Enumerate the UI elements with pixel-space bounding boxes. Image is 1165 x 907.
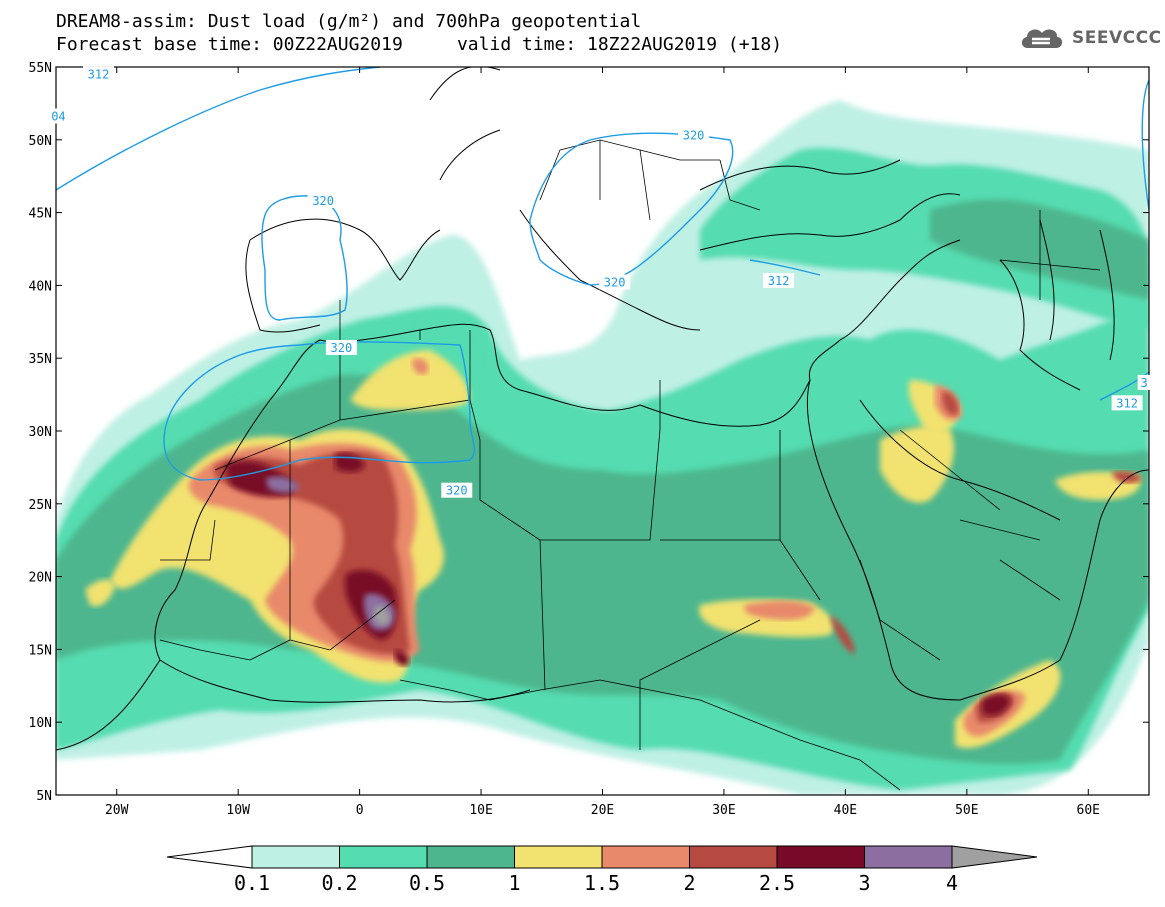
colorbar-label: 4 (946, 871, 958, 895)
contour-label-bg (325, 340, 357, 356)
colorbar-segment (514, 845, 603, 869)
lon-tick-label: 20E (591, 803, 614, 818)
lat-tick-label: 25N (29, 498, 52, 513)
dust-level-1-small (85, 579, 115, 607)
colorbar-label: 3 (858, 871, 870, 895)
map-ticks: 20W 10W 0 10E 20E 30E 40E 50E 60E55N50N45N40N35N… (29, 61, 1149, 818)
lat-tick-label: 10N (29, 716, 52, 731)
dust-level-4 (374, 605, 390, 626)
dust-level-0.2-northeast (700, 147, 1149, 330)
colorbar-segment (339, 845, 428, 869)
colorbar-segment (776, 845, 865, 869)
colorbar-upper-arrow (951, 845, 1038, 869)
contour-label-bg (599, 274, 631, 290)
lon-tick-label: 0 (356, 803, 364, 818)
contour-label: 312 (88, 67, 110, 81)
lat-tick-label: 20N (29, 571, 52, 586)
logo-text: SEEVCCC (1072, 28, 1162, 48)
dust-level-1.5-small (412, 358, 429, 375)
colorbar-label: 2 (683, 871, 695, 895)
colorbar-lower-arrow (166, 845, 253, 869)
colorbar-label: 0.5 (409, 871, 445, 895)
contour-label: 312 (1116, 396, 1138, 410)
dust-level-2-gulf (942, 391, 959, 416)
lat-tick-label: 35N (29, 352, 52, 367)
colorbar-label: 1 (508, 871, 520, 895)
seevccc-logo: SEEVCCC (1018, 24, 1162, 52)
contour-label: 320 (446, 484, 468, 498)
lon-tick-label: 50E (955, 803, 978, 818)
colorbar-segment (426, 845, 515, 869)
contour-label-bg (307, 192, 339, 208)
lon-tick-label: 30E (712, 803, 735, 818)
lon-tick-label: 60E (1077, 803, 1100, 818)
lon-tick-label: 10W (226, 803, 250, 818)
contour-label: 04 (51, 110, 65, 124)
dust-level-2.5-somalia (982, 694, 1010, 716)
map-title: DREAM8-assim: Dust load (g/m²) and 700hP… (56, 11, 642, 32)
dust-level-1-arabia (880, 425, 954, 503)
dust-level-2-redsea (830, 615, 855, 655)
colorbar-label: 0.1 (234, 871, 270, 895)
contour-label-bg (678, 127, 710, 143)
colorbar: 0.1 0.2 0.5 1 1.5 2 2.5 3 4 (166, 845, 1038, 895)
dust-level-0.5-northeast (930, 199, 1149, 300)
lat-tick-label: 55N (29, 61, 52, 76)
contour-label: 3 (1141, 376, 1148, 390)
dust-level-1-algeria (350, 350, 470, 410)
colorbar-segment (689, 845, 778, 869)
colorbar-segment (601, 845, 690, 869)
contour-label-bg (441, 482, 473, 498)
lon-tick-label: 10E (469, 803, 492, 818)
forecast-time-subtitle: Forecast base time: 00Z22AUG2019 valid t… (56, 34, 783, 55)
contour-label: 320 (683, 128, 705, 142)
lat-tick-label: 30N (29, 425, 52, 440)
dust-field (56, 100, 1149, 795)
colorbar-label: 1.5 (584, 871, 620, 895)
colorbar-segment (864, 845, 953, 869)
contour-label: 312 (768, 274, 790, 288)
lat-tick-label: 45N (29, 207, 52, 222)
cloud-logo-icon (1021, 29, 1063, 48)
contour-label: 320 (312, 194, 334, 208)
contour-label-bg (1111, 395, 1143, 411)
dust-level-3 (266, 476, 300, 493)
dust-level-1.5-sudan (744, 600, 815, 620)
colorbar-label: 0.2 (321, 871, 357, 895)
contour-label-bg (1137, 374, 1151, 390)
lat-tick-label: 5N (36, 789, 52, 804)
colorbar-label: 2.5 (759, 871, 795, 895)
dust-level-2-east (1112, 471, 1142, 484)
contour-label-layer: 312 320 320 320 312 320 320 312 04 3 (47, 66, 1151, 498)
contour-label: 320 (331, 341, 353, 355)
lat-tick-label: 40N (29, 279, 52, 294)
lon-tick-label: 40E (834, 803, 857, 818)
contour-label-bg (763, 273, 795, 289)
contour-label: 320 (604, 275, 626, 289)
lat-tick-label: 15N (29, 643, 52, 658)
lat-tick-label: 50N (29, 134, 52, 149)
colorbar-segment (251, 845, 340, 869)
country-borders (159, 139, 1101, 791)
contour-label-bg (83, 66, 115, 82)
dust-level-2.5-niger (394, 650, 410, 666)
contour-label-bg (47, 108, 70, 124)
lon-tick-label: 20W (105, 803, 129, 818)
